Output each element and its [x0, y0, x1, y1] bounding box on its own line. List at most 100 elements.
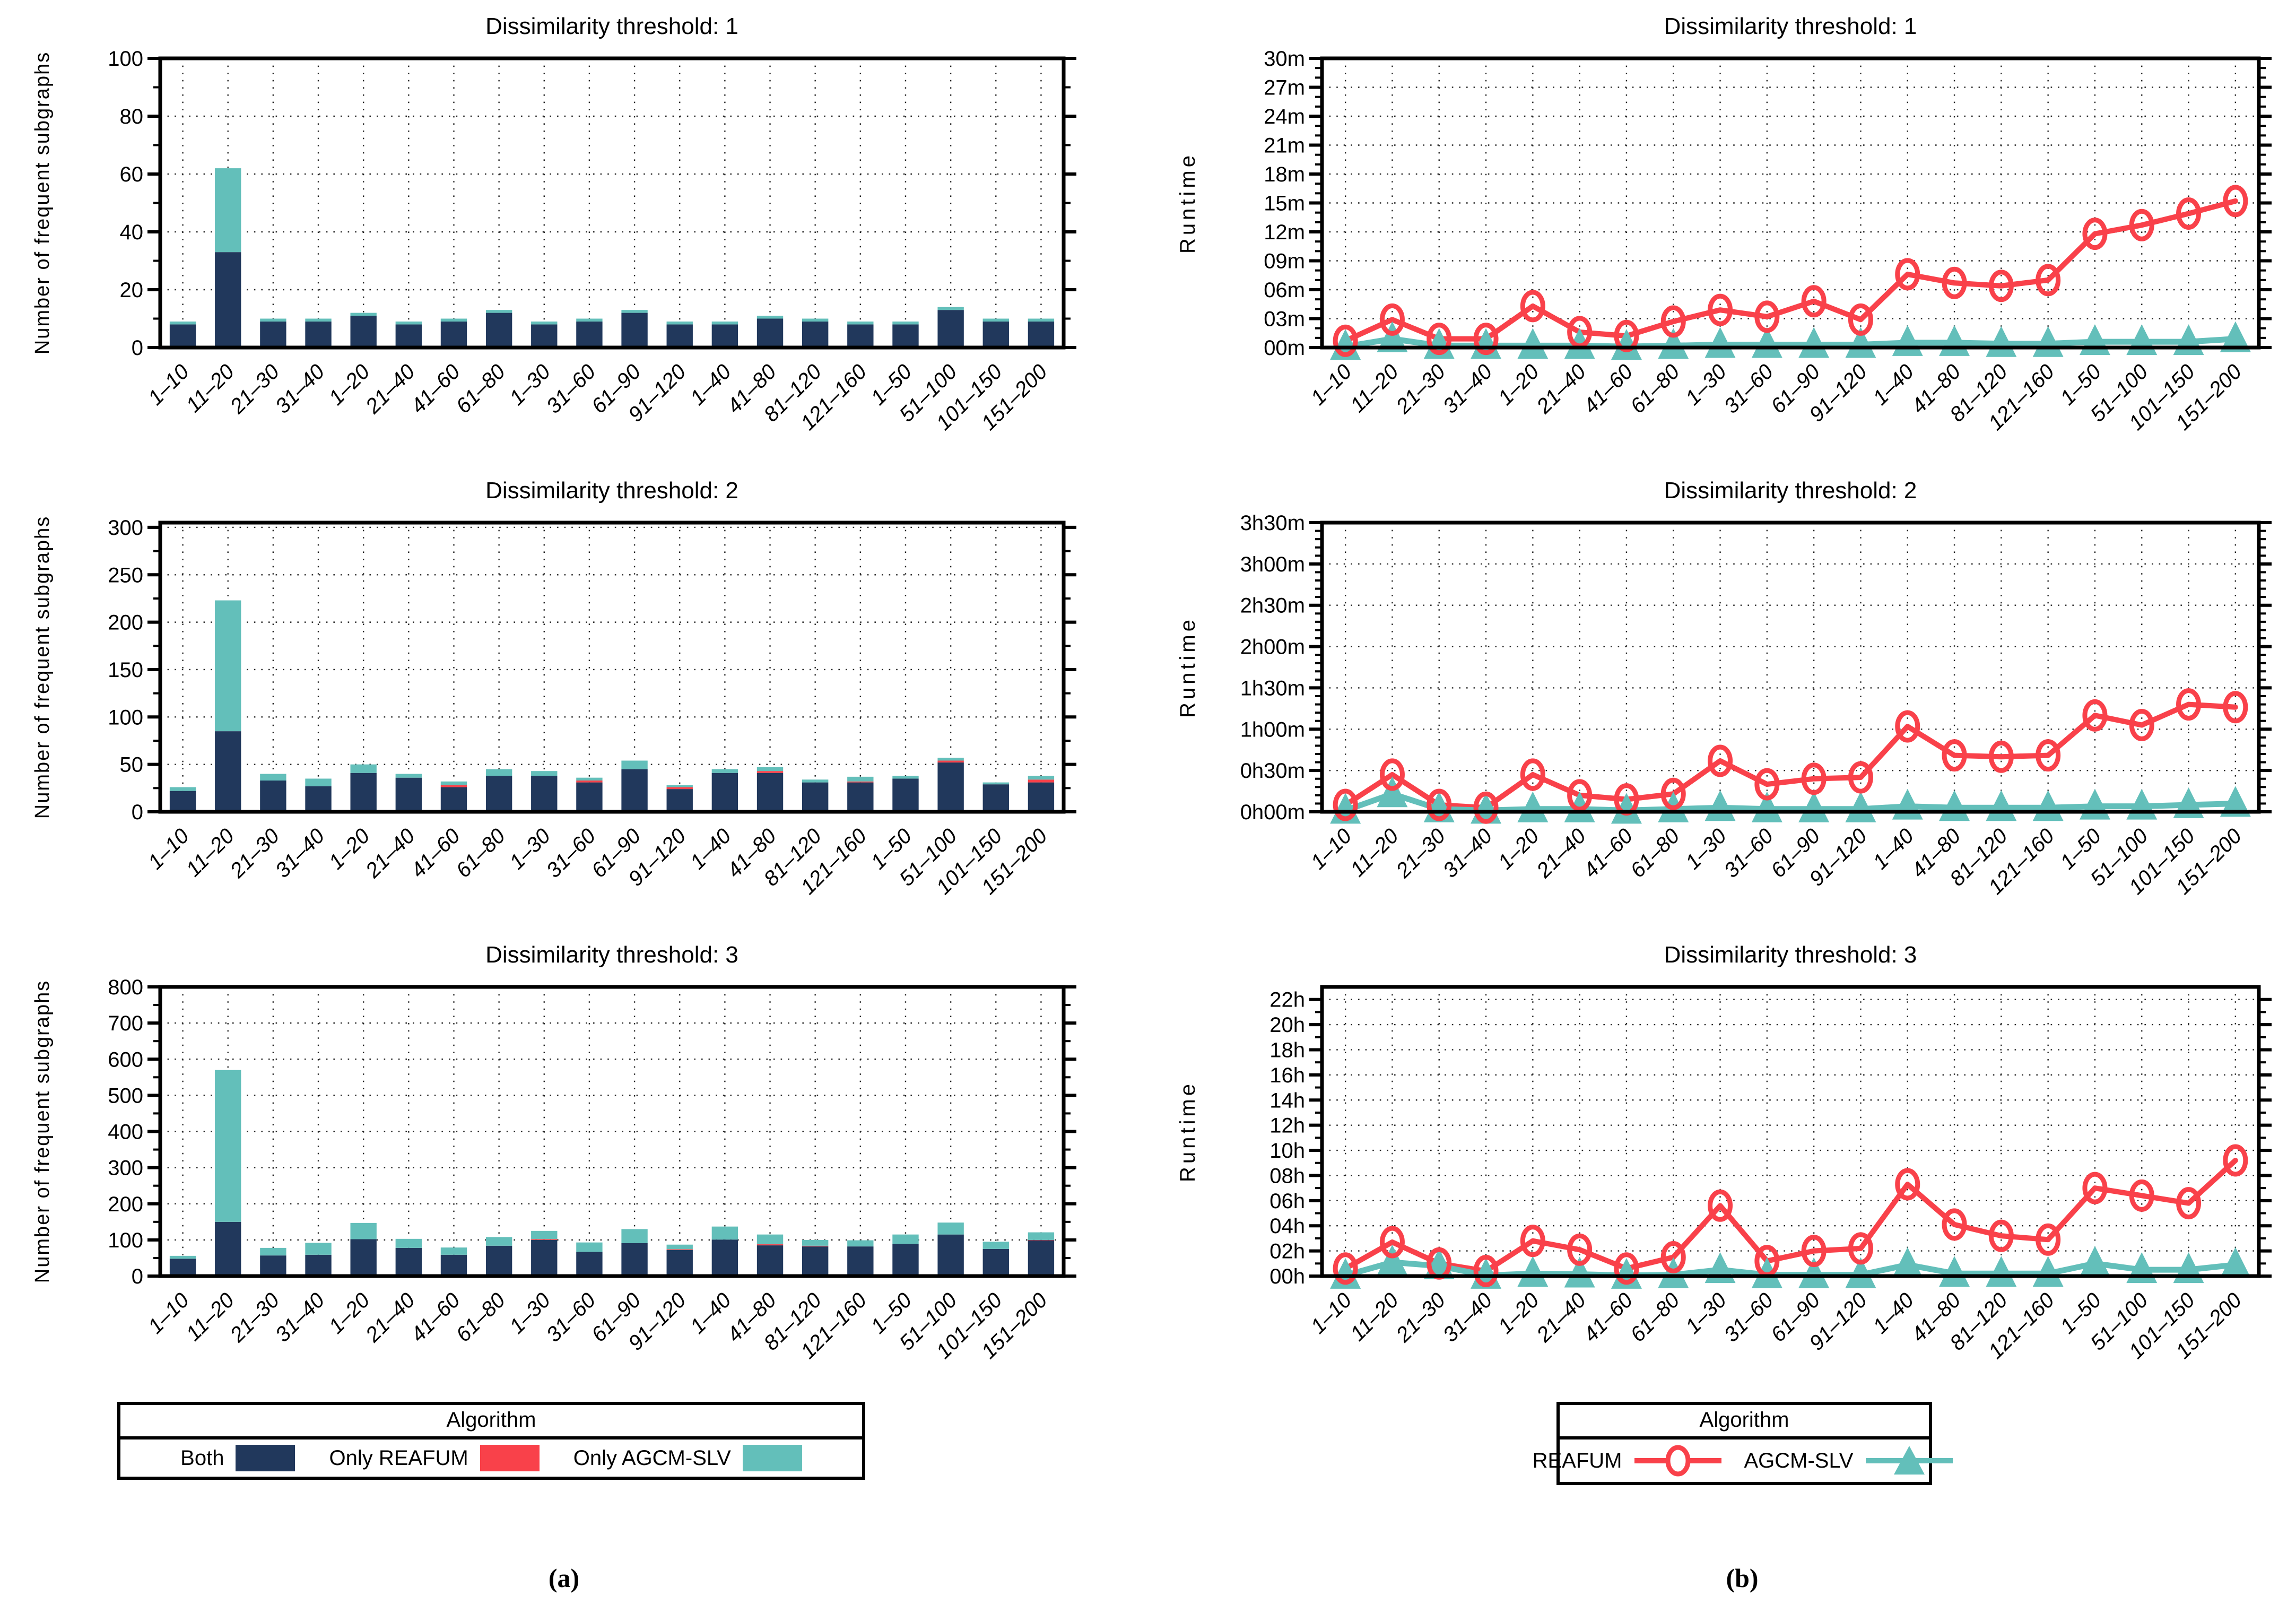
svg-text:300: 300 [108, 516, 143, 540]
bars [169, 1070, 1055, 1276]
svg-text:04h: 04h [1269, 1215, 1305, 1238]
svg-text:27m: 27m [1264, 76, 1305, 100]
plot-border [158, 985, 1066, 1278]
only-agcm-slv-color-swatch [742, 1445, 802, 1471]
svg-text:31–60: 31–60 [1719, 824, 1778, 882]
svg-text:21–30: 21–30 [225, 824, 284, 882]
svg-text:11–20: 11–20 [1346, 1288, 1403, 1346]
svg-text:22h: 22h [1269, 988, 1305, 1012]
svg-text:80: 80 [120, 105, 144, 128]
svg-text:00m: 00m [1264, 336, 1305, 360]
svg-text:50: 50 [120, 753, 144, 777]
svg-text:31–40: 31–40 [1439, 360, 1497, 418]
svg-text:31–40: 31–40 [271, 1288, 329, 1347]
chart-title: Dissimilarity threshold: 2 [1664, 478, 1917, 504]
legend-item-only-agcm-slv: Only AGCM-SLV [573, 1445, 802, 1471]
only-reafum-color-swatch [480, 1445, 540, 1471]
svg-text:41–60: 41–60 [406, 824, 465, 882]
svg-text:21–30: 21–30 [225, 360, 284, 418]
y-tick-labels: 00m 03m 06m 09m 12m 15m 18m 21m 24m 27m 30m [1264, 47, 1305, 360]
svg-text:31–40: 31–40 [1439, 1288, 1497, 1347]
legend-item-only-reafum: Only REAFUM [329, 1445, 540, 1471]
svg-text:61–80: 61–80 [451, 360, 510, 418]
svg-text:30m: 30m [1264, 47, 1305, 71]
legend-item-label: REAFUM [1532, 1449, 1622, 1472]
plot-border [1320, 56, 2261, 350]
chart-title: Dissimilarity threshold: 1 [1664, 13, 1917, 39]
svg-text:21–40: 21–40 [361, 1288, 419, 1347]
svg-text:11–20: 11–20 [1346, 824, 1403, 881]
svg-text:0: 0 [132, 1265, 143, 1288]
svg-text:41–60: 41–60 [1579, 824, 1638, 882]
agcm-slv-triangle-marker-icon [1853, 1445, 1956, 1477]
svg-text:400: 400 [108, 1121, 143, 1144]
x-tick-labels: 1–1011–2021–3031–401–2021–4041–6061–801–… [1306, 1288, 2246, 1363]
y-axis-label: Runtime [1176, 617, 1199, 718]
svg-text:100: 100 [108, 706, 143, 729]
plot-border [158, 56, 1066, 350]
svg-text:21–40: 21–40 [361, 824, 419, 882]
svg-text:21–40: 21–40 [1532, 1288, 1590, 1347]
svg-text:61–80: 61–80 [1626, 824, 1684, 882]
svg-text:200: 200 [108, 611, 143, 635]
svg-text:20: 20 [120, 279, 144, 302]
svg-text:21–30: 21–30 [1391, 1288, 1450, 1347]
svg-text:11–20: 11–20 [1346, 360, 1403, 417]
chart-title: Dissimilarity threshold: 1 [485, 13, 738, 39]
svg-text:0: 0 [132, 336, 143, 360]
y-axis-ticks [1309, 998, 2272, 1278]
y-axis-ticks [1309, 521, 2272, 813]
svg-text:24m: 24m [1264, 105, 1305, 128]
series-markers [1330, 185, 2251, 360]
svg-text:14h: 14h [1269, 1089, 1305, 1112]
svg-text:11–20: 11–20 [181, 1288, 239, 1346]
svg-text:11–20: 11–20 [181, 360, 239, 417]
y-axis-label: Number of frequent subgraphs [31, 516, 54, 819]
svg-text:41–60: 41–60 [406, 360, 465, 418]
panel-label-b: (b) [1726, 1563, 1759, 1593]
x-tick-labels: 1–1011–2021–3031–401–2021–4041–6061–801–… [144, 1288, 1052, 1363]
svg-text:09m: 09m [1264, 250, 1305, 273]
plot-border [1320, 985, 2261, 1278]
svg-text:0h30m: 0h30m [1240, 759, 1305, 783]
svg-text:1h30m: 1h30m [1240, 677, 1305, 700]
svg-text:03m: 03m [1264, 308, 1305, 331]
y-tick-labels: 0 100 200 300 400 500 600 700 800 [108, 976, 143, 1288]
legend-item-label: Only REAFUM [329, 1446, 468, 1470]
svg-text:40: 40 [120, 221, 144, 244]
svg-text:06h: 06h [1269, 1190, 1305, 1213]
chart-title: Dissimilarity threshold: 3 [1664, 942, 1917, 968]
svg-text:10h: 10h [1269, 1139, 1305, 1163]
svg-text:60: 60 [120, 163, 144, 186]
svg-text:21m: 21m [1264, 134, 1305, 158]
svg-text:18m: 18m [1264, 163, 1305, 186]
svg-text:16h: 16h [1269, 1064, 1305, 1087]
chart-title: Dissimilarity threshold: 2 [485, 478, 738, 504]
gridlines [1322, 58, 2259, 348]
svg-text:600: 600 [108, 1048, 143, 1071]
y-tick-labels: 0 50 100 150 200 250 300 [108, 516, 143, 824]
svg-text:12h: 12h [1269, 1114, 1305, 1138]
svg-text:300: 300 [108, 1157, 143, 1180]
x-tick-labels: 1–1011–2021–3031–401–2021–4041–6061–801–… [1306, 824, 2246, 899]
chart-subgraphs-threshold-3: 0 100 200 300 400 500 600 700 800 1–1011–2021–303… [31, 942, 1076, 1363]
svg-text:700: 700 [108, 1012, 143, 1035]
x-tick-labels: 1–1011–2021–3031–401–2021–4041–6061–801–… [144, 824, 1052, 899]
chart-runtime-threshold-1: 00m 03m 06m 09m 12m 15m 18m 21m 24m 27m 30m 1–1011–… [1176, 13, 2272, 435]
legend-item-agcm-slv: AGCM-SLV [1744, 1445, 1956, 1477]
svg-text:41–60: 41–60 [406, 1288, 465, 1347]
plot-border [158, 521, 1066, 814]
y-axis-label: Runtime [1176, 152, 1199, 254]
svg-text:00h: 00h [1269, 1265, 1305, 1288]
svg-text:61–80: 61–80 [1626, 1288, 1684, 1347]
svg-text:200: 200 [108, 1193, 143, 1216]
y-axis-ticks [147, 57, 1076, 349]
svg-text:31–60: 31–60 [1719, 1288, 1778, 1347]
svg-text:31–40: 31–40 [1439, 824, 1497, 882]
svg-text:0: 0 [132, 801, 143, 824]
svg-text:02h: 02h [1269, 1240, 1305, 1263]
svg-text:06m: 06m [1264, 279, 1305, 302]
x-tick-labels: 1–1011–2021–3031–401–2021–4041–6061–801–… [1306, 360, 2246, 435]
